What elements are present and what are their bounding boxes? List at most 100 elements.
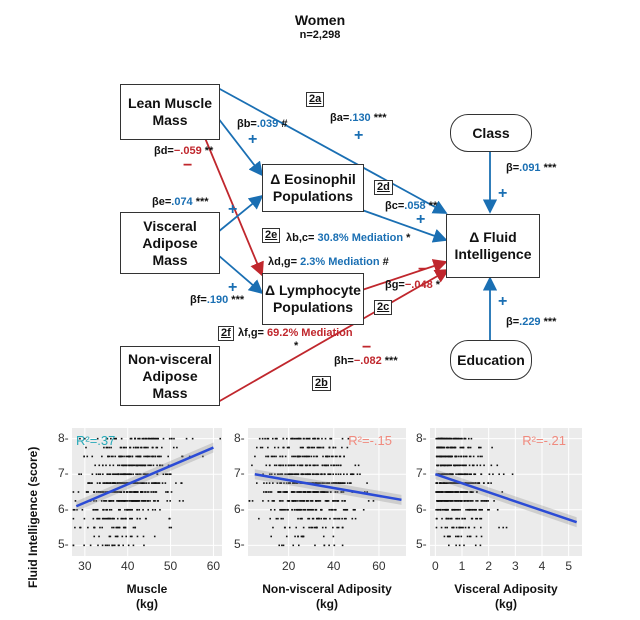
data-point [269,517,271,520]
data-point [490,482,492,484]
data-point [316,446,319,449]
data-point [301,455,304,458]
data-point [349,473,352,476]
data-point [475,535,478,538]
data-point [136,491,138,493]
data-point [143,500,145,502]
data-point [99,526,101,529]
data-point [110,508,113,511]
data-point [447,464,450,467]
data-point [459,491,462,493]
data-point [273,455,276,458]
data-point [445,491,447,493]
data-point [105,437,108,440]
data-point [324,455,327,458]
data-point [451,526,453,529]
data-point [441,473,444,476]
data-point [323,473,326,476]
data-point [284,455,287,458]
data-point [366,491,369,493]
data-point [459,508,461,511]
data-point [280,464,282,467]
data-point [98,464,101,467]
data-point [316,482,319,484]
data-point [448,544,450,547]
data-point [372,500,375,502]
data-point [452,508,455,511]
data-point [312,491,314,493]
data-point [107,473,109,476]
data-point [342,526,344,529]
data-point [150,464,152,467]
data-point [166,473,169,476]
data-point [286,508,289,511]
data-point [310,446,313,449]
data-point [468,473,471,476]
data-point [168,526,171,529]
data-point [436,500,438,502]
data-point [285,482,288,484]
data-point [117,508,120,511]
data-point [309,473,312,476]
scatter-nonvisceral [248,428,406,556]
data-point [142,482,144,484]
data-point [453,464,455,467]
data-point [125,446,127,449]
arrow-a [217,87,448,214]
data-point [337,482,340,484]
data-point [453,500,456,502]
data-point [306,446,309,449]
data-point [172,446,175,449]
data-point [441,508,444,511]
data-point [446,535,449,538]
data-point [464,473,466,476]
data-point [130,464,132,467]
data-point [467,526,470,529]
data-point [333,544,336,547]
y-tick-label: 5- [234,537,245,552]
data-point [115,491,118,493]
data-point [480,473,482,476]
data-point [104,491,106,493]
data-point [454,464,456,467]
data-point [117,464,119,467]
data-point [299,500,302,502]
data-point [435,491,438,493]
x-tick-label: 50 [163,559,178,573]
data-point [306,464,308,467]
data-point [283,508,286,511]
data-point [263,482,265,484]
data-point [334,482,337,484]
data-point [303,437,305,440]
data-point [99,491,102,493]
data-point [466,482,469,484]
data-point [330,455,333,458]
data-point [98,535,100,538]
data-point [335,473,337,476]
data-point [459,464,462,467]
data-point [303,500,305,502]
data-point [291,491,293,493]
data-point [317,517,319,520]
data-point [86,491,88,493]
data-point [307,446,310,449]
data-point [180,482,183,484]
data-point [123,446,126,449]
data-point [126,491,129,493]
data-point [315,508,317,511]
data-point [93,491,95,493]
data-point [282,437,284,440]
data-point [302,526,305,529]
data-point [470,491,473,493]
x-tick-label: 0 [431,559,439,573]
data-point [446,446,449,449]
data-point [299,464,301,467]
data-point [337,526,340,529]
data-point [120,491,123,493]
data-point [136,455,139,458]
data-point [103,482,106,484]
data-point [261,437,264,440]
data-point [286,500,289,502]
data-point [318,500,320,502]
data-point [443,446,446,449]
